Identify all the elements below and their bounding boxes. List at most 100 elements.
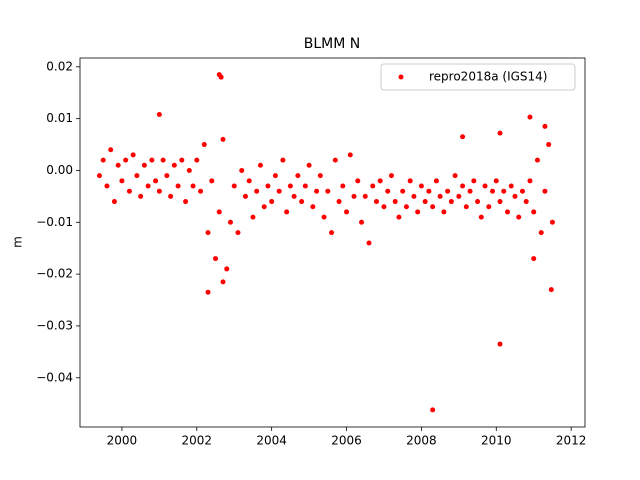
point bbox=[269, 199, 275, 205]
point bbox=[445, 188, 451, 194]
point bbox=[497, 130, 503, 136]
point bbox=[463, 204, 469, 210]
point bbox=[433, 178, 439, 184]
point bbox=[482, 183, 488, 189]
x-tick-label: 2012 bbox=[556, 434, 587, 448]
point bbox=[542, 123, 548, 129]
point bbox=[373, 199, 379, 205]
point bbox=[403, 204, 409, 210]
point bbox=[523, 199, 529, 205]
point bbox=[501, 188, 507, 194]
point bbox=[156, 111, 162, 117]
point bbox=[134, 173, 140, 179]
point bbox=[336, 199, 342, 205]
point bbox=[218, 74, 224, 80]
point bbox=[508, 183, 514, 189]
point bbox=[411, 193, 417, 199]
point bbox=[321, 214, 327, 220]
point bbox=[231, 183, 237, 189]
point bbox=[179, 157, 185, 163]
point bbox=[295, 173, 301, 179]
point bbox=[340, 183, 346, 189]
point bbox=[272, 173, 278, 179]
point bbox=[407, 178, 413, 184]
point bbox=[362, 193, 368, 199]
point bbox=[287, 183, 293, 189]
point bbox=[254, 188, 260, 194]
point bbox=[377, 178, 383, 184]
point bbox=[257, 162, 263, 168]
point bbox=[400, 188, 406, 194]
point bbox=[284, 209, 290, 215]
point bbox=[325, 188, 331, 194]
point bbox=[100, 157, 106, 163]
point bbox=[130, 152, 136, 158]
point bbox=[332, 157, 338, 163]
point bbox=[344, 209, 350, 215]
point bbox=[235, 230, 241, 236]
y-tick-label: −0.04 bbox=[36, 370, 73, 384]
y-axis-label: m bbox=[11, 236, 25, 248]
point bbox=[430, 407, 436, 413]
x-tick-label: 2008 bbox=[406, 434, 437, 448]
point bbox=[460, 134, 466, 140]
point bbox=[246, 178, 252, 184]
point bbox=[183, 199, 189, 205]
point bbox=[475, 199, 481, 205]
point bbox=[516, 214, 522, 220]
point bbox=[538, 230, 544, 236]
point bbox=[104, 183, 110, 189]
point bbox=[396, 214, 402, 220]
legend-label: repro2018a (IGS14) bbox=[429, 70, 547, 84]
point bbox=[149, 157, 155, 163]
y-tick-label: 0.01 bbox=[46, 111, 73, 125]
point bbox=[527, 178, 533, 184]
x-tick-label: 2004 bbox=[256, 434, 287, 448]
point bbox=[531, 209, 537, 215]
point bbox=[299, 199, 305, 205]
legend-box bbox=[380, 63, 576, 91]
point bbox=[190, 183, 196, 189]
point bbox=[141, 162, 147, 168]
legend-marker bbox=[398, 74, 404, 80]
point bbox=[145, 183, 151, 189]
y-tick-label: −0.01 bbox=[36, 215, 73, 229]
point bbox=[317, 173, 323, 179]
point bbox=[534, 157, 540, 163]
point bbox=[227, 219, 233, 225]
y-tick-label: −0.02 bbox=[36, 267, 73, 281]
point bbox=[198, 188, 204, 194]
point bbox=[96, 173, 102, 179]
point bbox=[422, 199, 428, 205]
point bbox=[205, 289, 211, 295]
point bbox=[385, 188, 391, 194]
point bbox=[310, 204, 316, 210]
point bbox=[527, 114, 533, 120]
point bbox=[359, 219, 365, 225]
point bbox=[168, 193, 174, 199]
point bbox=[111, 199, 117, 205]
point bbox=[250, 214, 256, 220]
point bbox=[306, 162, 312, 168]
point bbox=[381, 204, 387, 210]
x-tick-label: 2006 bbox=[331, 434, 362, 448]
point bbox=[549, 219, 555, 225]
point bbox=[126, 188, 132, 194]
point bbox=[418, 183, 424, 189]
point bbox=[548, 287, 554, 293]
chart-title: BLMM N bbox=[304, 36, 361, 52]
point bbox=[351, 193, 357, 199]
point bbox=[355, 178, 361, 184]
point bbox=[437, 193, 443, 199]
point bbox=[392, 199, 398, 205]
x-tick-label: 2010 bbox=[481, 434, 512, 448]
point bbox=[261, 204, 267, 210]
point bbox=[531, 256, 537, 262]
point bbox=[329, 230, 335, 236]
point bbox=[224, 266, 230, 272]
point bbox=[171, 162, 177, 168]
point bbox=[478, 214, 484, 220]
point bbox=[119, 178, 125, 184]
point bbox=[220, 136, 226, 142]
